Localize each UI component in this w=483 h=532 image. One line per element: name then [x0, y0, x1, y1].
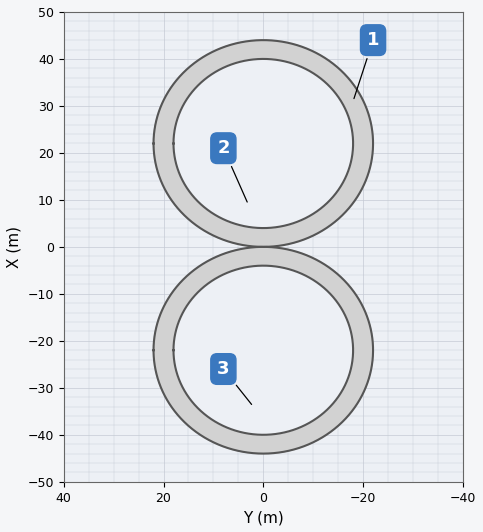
Polygon shape	[154, 247, 373, 454]
Polygon shape	[154, 40, 373, 247]
Y-axis label: X (m): X (m)	[7, 226, 22, 268]
Text: 2: 2	[217, 139, 247, 202]
Polygon shape	[173, 59, 353, 228]
Text: 1: 1	[354, 31, 379, 98]
X-axis label: Y (m): Y (m)	[243, 510, 284, 525]
Polygon shape	[173, 265, 353, 435]
Text: 3: 3	[217, 360, 252, 404]
